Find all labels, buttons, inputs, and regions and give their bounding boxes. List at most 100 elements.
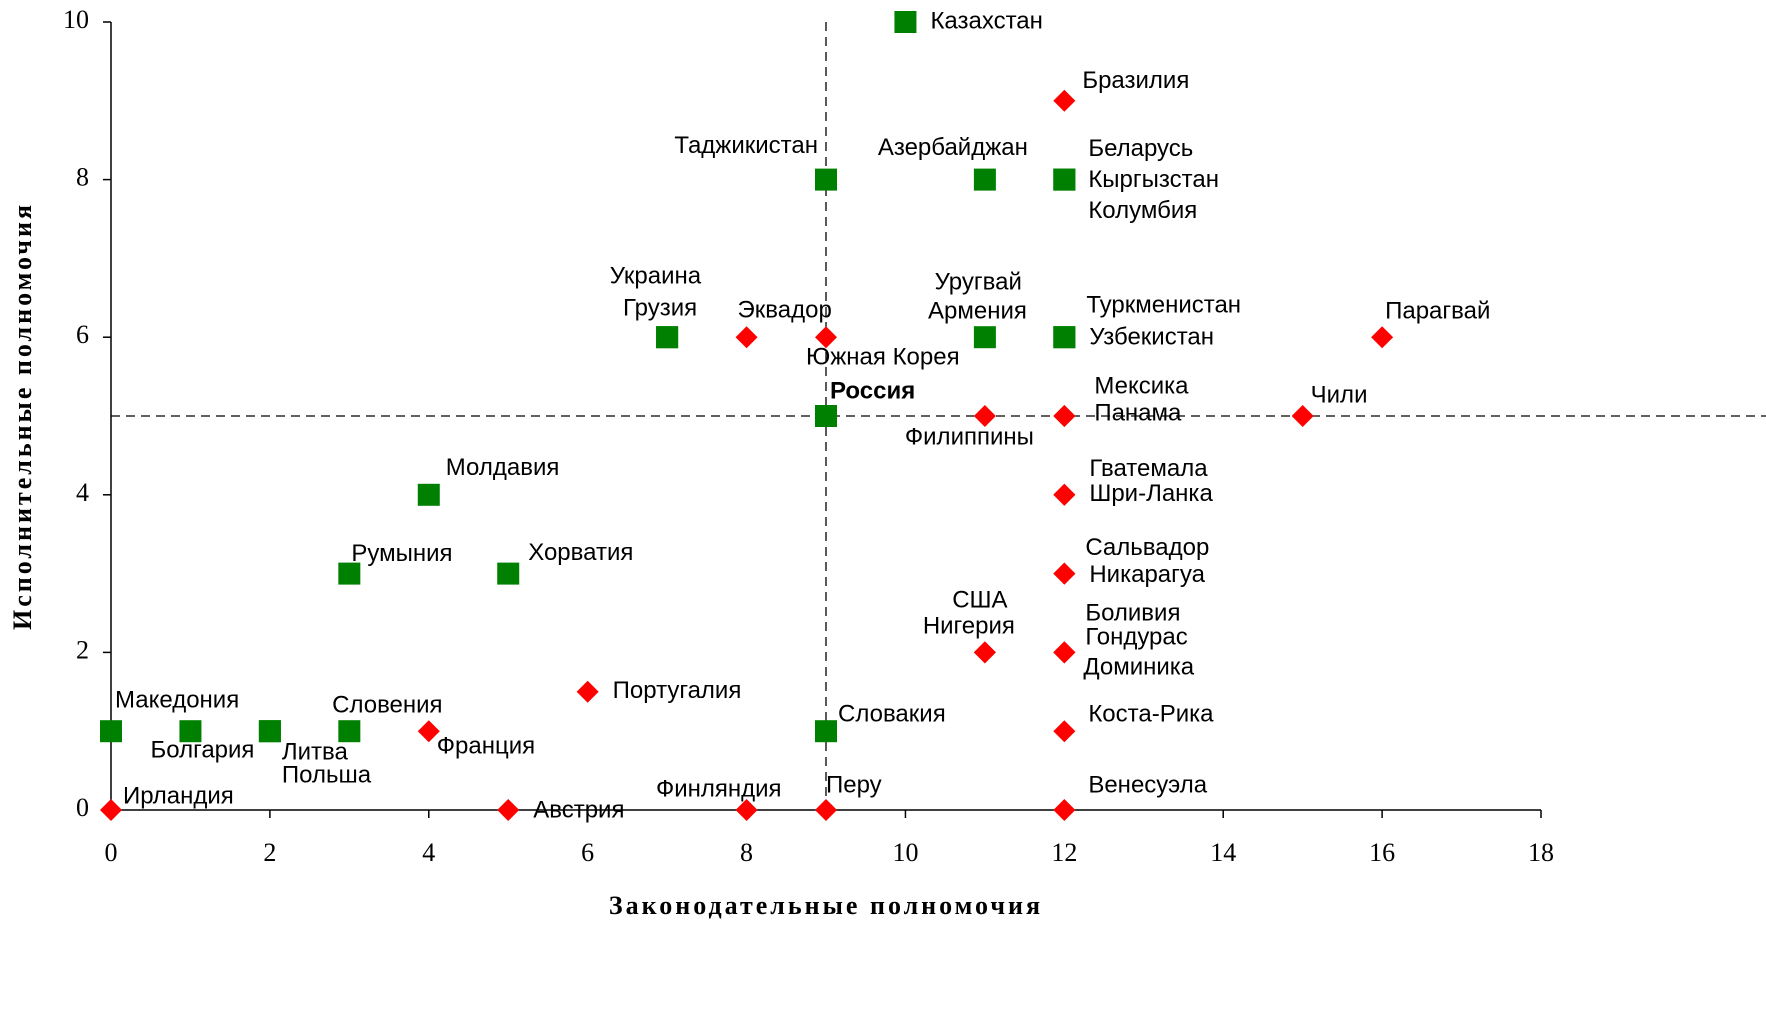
point-label: Коста-Рика: [1088, 701, 1214, 728]
x-tick-label: 6: [581, 838, 594, 867]
y-tick-label: 0: [76, 793, 89, 822]
point: [973, 168, 996, 191]
point-label: Гватемала: [1089, 455, 1208, 482]
point: [1371, 326, 1394, 349]
point: [338, 720, 361, 743]
point-label: Казахстан: [930, 7, 1042, 34]
point-label: Сальвадор: [1085, 534, 1209, 561]
x-tick-label: 14: [1210, 838, 1236, 867]
point-label: Чили: [1311, 381, 1368, 408]
x-tick-label: 12: [1051, 838, 1077, 867]
point-label: Армения: [928, 298, 1027, 325]
point: [576, 680, 599, 703]
point: [656, 326, 679, 349]
point: [735, 326, 758, 349]
point-label: Южная Корея: [806, 344, 960, 371]
point-label: Украина: [610, 263, 702, 290]
point-label: Грузия: [623, 295, 697, 322]
point: [497, 799, 520, 821]
x-tick-label: 10: [892, 838, 918, 867]
point: [815, 720, 837, 743]
point: [417, 720, 440, 743]
point-label: Узбекистан: [1089, 324, 1214, 351]
point-label: Беларусь: [1088, 135, 1193, 162]
y-axis-title: Исполнительные полномочия: [8, 202, 37, 630]
point-label: Литва: [282, 739, 349, 766]
x-tick-label: 0: [105, 838, 118, 867]
point-label: Кыргызстан: [1088, 166, 1219, 193]
y-tick-label: 4: [76, 478, 89, 507]
x-tick-label: 16: [1369, 838, 1395, 867]
point: [815, 168, 837, 191]
point: [100, 720, 122, 743]
point-label: Португалия: [613, 677, 742, 704]
point: [1053, 326, 1076, 349]
point-label: Парагвай: [1385, 298, 1490, 325]
point-label: Эквадор: [738, 297, 832, 324]
point: [417, 483, 440, 506]
x-axis-title: Законодательные полномочия: [609, 891, 1043, 920]
point: [973, 405, 996, 427]
point: [1053, 562, 1076, 585]
point-label: Бразилия: [1082, 67, 1189, 94]
point: [815, 799, 837, 821]
point-label: Франция: [437, 733, 535, 760]
point-label: Македония: [115, 687, 239, 714]
point: [338, 562, 361, 585]
x-tick-label: 18: [1528, 838, 1554, 867]
point: [100, 799, 122, 821]
point: [1053, 89, 1076, 112]
point-label: США: [952, 587, 1007, 614]
point-label: Россия: [830, 377, 915, 404]
point: [973, 641, 996, 664]
point-label: Панама: [1094, 399, 1182, 426]
point-label: Венесуэла: [1088, 771, 1207, 798]
point: [1053, 168, 1076, 191]
y-tick-label: 6: [76, 320, 89, 349]
point-label: Таджикистан: [674, 132, 818, 159]
point-label: Болгария: [151, 737, 255, 764]
x-tick-label: 2: [263, 838, 276, 867]
point-label: Шри-Ланка: [1089, 480, 1213, 507]
point: [1053, 641, 1076, 664]
point-label: Нигерия: [923, 613, 1015, 640]
point-label: Польша: [282, 762, 372, 789]
point: [1053, 720, 1076, 743]
point-label: Туркменистан: [1086, 292, 1241, 319]
x-tick-label: 4: [422, 838, 435, 867]
point-label: Филиппины: [905, 423, 1034, 450]
point: [894, 11, 917, 33]
point-label: Боливия: [1085, 600, 1180, 627]
y-tick-label: 10: [63, 5, 89, 34]
point-label: Финляндия: [656, 775, 782, 802]
point-label: Доминика: [1083, 654, 1194, 681]
point-label: Уругвай: [935, 269, 1022, 296]
point: [1053, 483, 1076, 506]
y-tick-label: 8: [76, 163, 89, 192]
y-tick-label: 2: [76, 635, 89, 664]
point: [973, 326, 996, 349]
point-label: Хорватия: [528, 539, 633, 566]
point: [1053, 799, 1076, 821]
point: [258, 720, 281, 743]
point-label: Перу: [826, 771, 882, 798]
x-tick-label: 8: [740, 838, 753, 867]
point-label: Молдавия: [446, 454, 560, 481]
point: [179, 720, 202, 743]
point: [735, 799, 758, 821]
point-label: Никарагуа: [1089, 561, 1205, 588]
point: [1291, 405, 1314, 427]
point-label: Словакия: [838, 701, 946, 728]
point: [815, 405, 837, 427]
point-label: Мексика: [1094, 372, 1189, 399]
point-label: Австрия: [533, 796, 624, 823]
point: [497, 562, 520, 585]
point: [1053, 405, 1076, 427]
point: [815, 326, 837, 349]
point-label: Румыния: [351, 540, 452, 567]
point-label: Гондурас: [1085, 624, 1187, 651]
point-label: Азербайджан: [878, 134, 1028, 161]
point-label: Словения: [332, 692, 442, 719]
